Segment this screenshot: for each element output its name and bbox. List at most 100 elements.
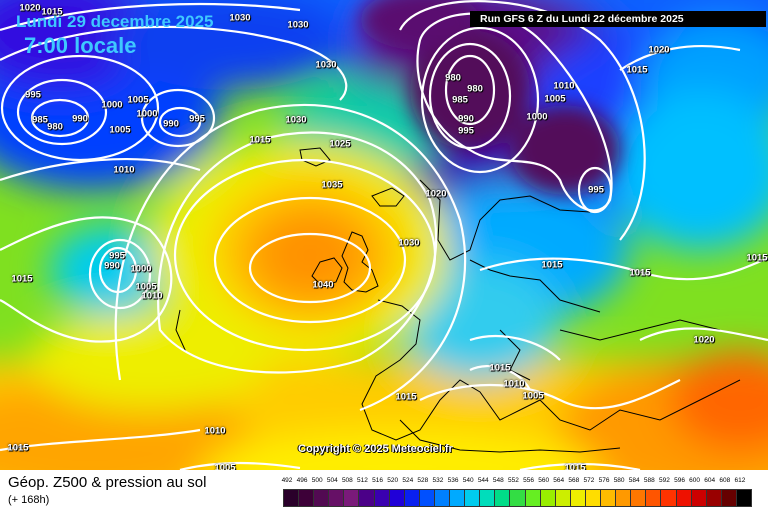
isobar-label: 1005 [544,93,566,105]
isobar-label: 1035 [321,179,343,191]
legend-tick-label: 520 [387,477,399,484]
isobar-label: 995 [458,125,474,137]
legend-color-swatch [615,489,632,507]
legend-tick-label: 496 [296,477,308,484]
legend-color-swatch [494,489,511,507]
isobar-label: 1020 [648,44,670,56]
legend-tick-label: 508 [341,477,353,484]
legend-color-swatch [403,489,420,507]
isobar-label: 1010 [204,425,226,437]
legend-color-swatch [660,489,677,507]
legend-tick-label: 600 [689,477,701,484]
isobar-label: 1030 [285,114,307,126]
isobar-label: 1005 [135,281,157,293]
legend-color-swatch [720,489,737,507]
legend-tick-label: 512 [357,477,368,484]
legend-color-swatch [690,489,707,507]
legend-tick-label: 560 [538,477,550,484]
isobar-label: 1005 [214,462,236,471]
legend-color-swatch [630,489,647,507]
isobar-label: 1015 [249,134,271,146]
legend-tick-label: 504 [326,477,338,484]
legend-color-swatch [600,489,617,507]
legend-tick-label: 584 [628,477,640,484]
legend-color-swatch [675,489,692,507]
legend-color-swatch [509,489,526,507]
legend-tick-label: 572 [583,477,595,484]
legend-color-swatch [418,489,435,507]
isobar-label: 1015 [7,442,29,454]
isobar-label: 1030 [398,237,420,249]
legend-color-swatch [735,489,752,507]
map-title: Géop. Z500 & pression au sol [8,474,207,491]
isobar-label: 980 [47,121,63,133]
legend-tick-label: 552 [508,477,519,484]
isobar-label: 1030 [315,59,337,71]
legend-tick-label: 540 [462,477,474,484]
legend-tick-label: 604 [704,477,716,484]
forecast-map: Lundi 29 decembre 2025 7:00 locale Run G… [0,0,768,470]
isobar-label: 1030 [287,19,309,31]
map-footer: Géop. Z500 & pression au sol (+ 168h) 49… [0,470,768,512]
legend-tick-label: 548 [492,477,504,484]
isobar-label: 995 [588,184,604,196]
legend-tick-label: 612 [734,477,746,484]
isobar-label: 1000 [130,263,152,275]
legend-tick-label: 532 [432,477,444,484]
isobar-label: 980 [445,72,461,84]
map-canvas [0,0,768,470]
legend-color-swatch [524,489,541,507]
legend-color-swatch [479,489,496,507]
forecast-date: Lundi 29 decembre 2025 [16,12,214,31]
legend-color-swatch [539,489,556,507]
isobar-label: 1020 [425,188,447,200]
legend-tick-label: 556 [523,477,534,484]
isobar-label: 990 [163,118,179,130]
isobar-label: 1040 [312,279,334,291]
legend-color-swatch [705,489,722,507]
isobar-label: 995 [25,89,41,101]
isobar-label: 980 [467,83,483,95]
isobar-label: 985 [32,114,48,126]
legend-color-swatch [313,489,330,507]
isobar-label: 1005 [127,94,149,106]
legend-color-swatch [298,489,315,507]
isobar-label: 990 [72,113,88,125]
isobar-label: 1000 [526,111,548,123]
isobar-label: 1015 [564,462,586,471]
isobar-label: 1015 [395,391,417,403]
isobar-label: 1005 [109,124,131,136]
legend-color-swatch [328,489,345,507]
legend-color-swatch [645,489,662,507]
isobar-label: 1020 [693,334,715,346]
isobar-label: 1015 [41,6,63,18]
legend-color-swatch [283,489,300,507]
isobar-label: 1010 [503,378,525,390]
legend-tick-label: 568 [568,477,580,484]
legend-color-swatch [464,489,481,507]
legend-color-swatch [584,489,602,507]
legend-tick-label: 576 [598,477,610,484]
isobar-label: 990 [104,260,120,272]
forecast-local-time: 7:00 locale [24,33,137,58]
isobar-label: 1015 [541,259,563,271]
legend-color-swatch [569,489,586,507]
isobar-label: 1000 [101,99,123,111]
legend-color-swatch [388,489,405,507]
legend-tick-label: 580 [613,477,625,484]
legend-tick-label: 588 [643,477,655,484]
isobar-label: 1015 [746,252,768,264]
legend-tick-label: 516 [372,477,384,484]
forecast-range: (+ 168h) [8,494,50,506]
isobar-label: 1000 [136,108,158,120]
isobar-label: 1015 [11,273,33,285]
run-info-banner: Run GFS 6 Z du Lundi 22 décembre 2025 [470,11,766,27]
legend-color-swatch [433,489,451,507]
legend-tick-label: 608 [719,477,731,484]
legend-color-swatch [343,489,360,507]
legend-tick-label: 492 [281,477,293,484]
isobar-label: 1010 [113,164,135,176]
isobar-label: 1010 [141,290,163,302]
legend-tick-label: 544 [477,477,489,484]
legend-tick-label: 596 [674,477,685,484]
